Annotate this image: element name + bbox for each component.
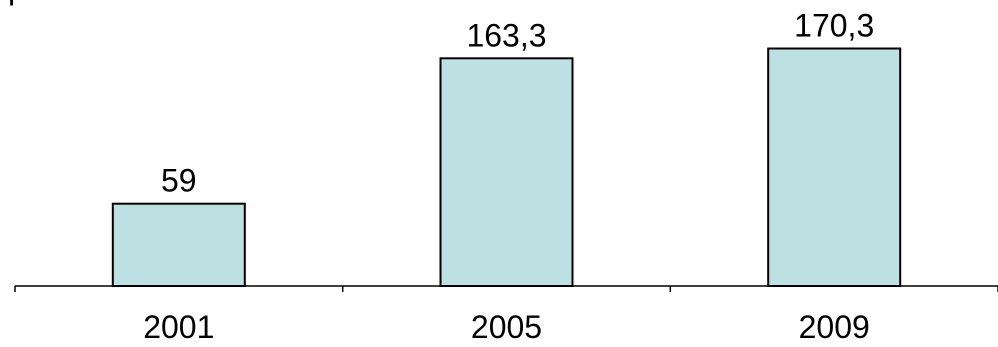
clipped-top-text: р	[8, 0, 26, 7]
bar-2005	[439, 57, 574, 287]
labels-layer: 59 2001 163,3 2005 170,3 2009	[143, 8, 874, 346]
x-tick-label-2009: 2009	[799, 309, 870, 342]
bar-2001	[111, 202, 246, 287]
bars-layer	[111, 47, 902, 287]
x-tick-label-2005: 2005	[471, 309, 542, 342]
data-label-2009: 170,3	[794, 8, 874, 44]
x-axis	[14, 285, 998, 292]
data-label-2005: 163,3	[466, 17, 546, 53]
bar-2009	[767, 47, 902, 287]
data-label-2001: 59	[161, 163, 197, 199]
x-tick-label-2001: 2001	[143, 309, 214, 342]
